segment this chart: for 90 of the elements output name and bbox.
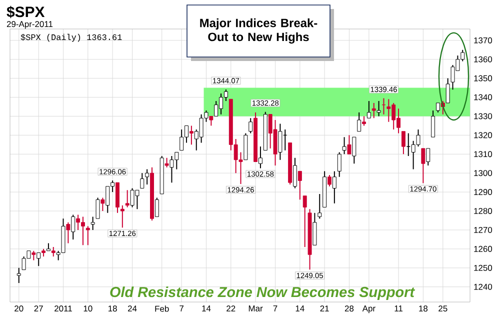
x-tick-label: 14 <box>202 306 211 312</box>
candlestick <box>120 204 124 228</box>
text: $SPX <box>6 6 45 18</box>
y-tick-label: 1330 <box>474 113 492 120</box>
candlestick <box>46 242 50 252</box>
x-tick-label: 20 <box>14 306 24 312</box>
candlestick <box>426 148 430 166</box>
candlestick <box>66 222 70 244</box>
x-tick-label: 11 <box>394 306 403 312</box>
x-tick-label: 7 <box>180 306 184 312</box>
candlestick <box>160 156 164 194</box>
candlestick <box>189 125 194 146</box>
x-tick-label: 27 <box>34 306 43 312</box>
candlestick <box>116 182 120 214</box>
annotation: $SPX (Daily) 1363.61 <box>20 34 122 42</box>
candlestick <box>96 197 100 219</box>
candlestick <box>263 111 268 151</box>
y-tick-label: 1310 <box>474 151 492 158</box>
candlestick <box>362 116 366 126</box>
candlestick <box>421 148 426 184</box>
candlestick <box>337 152 342 178</box>
y-tick-label: 1250 <box>474 264 492 271</box>
candlestick <box>150 166 154 221</box>
x-tick-label: Mar <box>248 306 263 312</box>
candlestick <box>258 146 262 169</box>
candlestick <box>209 116 214 126</box>
candlestick <box>328 174 332 187</box>
annotation: Old Resistance Zone Now Becomes Support <box>110 286 416 300</box>
x-tick-label: 18 <box>419 306 428 312</box>
y-tick-label: 1360 <box>474 56 492 62</box>
y-tick-label: 1370 <box>474 37 492 44</box>
candlestick <box>254 112 258 162</box>
candlestick <box>332 170 336 204</box>
y-tick-label: 1280 <box>474 208 492 214</box>
candlestick <box>352 136 356 164</box>
x-tick-label: 14 <box>296 306 304 312</box>
y-tick-label: 1240 <box>474 284 492 290</box>
y-tick-label: 1300 <box>474 170 492 176</box>
y-tick-label: 1270 <box>474 226 492 233</box>
x-tick-label: 7 <box>273 306 278 312</box>
candlestick <box>140 172 144 188</box>
candlestick <box>376 100 381 117</box>
candlestick <box>51 246 56 257</box>
candlestick <box>372 102 376 119</box>
candlestick <box>436 102 440 113</box>
candlestick <box>164 157 169 168</box>
text: 29-Apr-2011 <box>6 21 53 29</box>
candlestick <box>154 197 159 217</box>
candlestick <box>302 196 307 248</box>
x-tick-label: 18 <box>108 306 117 312</box>
candlestick <box>100 197 105 212</box>
candlestick <box>308 208 312 270</box>
candlestick <box>42 248 46 257</box>
candlestick <box>288 142 292 185</box>
candlestick <box>125 190 130 208</box>
candlestick <box>401 131 406 155</box>
candlestick <box>32 250 36 261</box>
x-tick-label: 24 <box>128 306 137 312</box>
candlestick <box>298 170 302 200</box>
candlestick <box>248 118 253 134</box>
candlestick <box>312 212 317 246</box>
candlestick <box>431 110 436 138</box>
y-tick-label: 1260 <box>474 246 492 252</box>
candlestick <box>357 112 362 132</box>
y-tick-label: 1290 <box>474 189 492 196</box>
candlestick <box>71 214 76 240</box>
candlestick <box>293 157 297 189</box>
y-tick-label: 1350 <box>474 75 492 82</box>
x-tick-label: 10 <box>84 306 92 312</box>
x-tick-label: 22 <box>226 306 236 312</box>
y-tick-label: 1320 <box>474 132 492 138</box>
x-tick-label: 25 <box>438 306 448 312</box>
candlestick <box>86 226 90 246</box>
candlestick <box>90 216 95 230</box>
chart-title: Major Indices Break-Out to New Highs <box>200 18 318 44</box>
candlestick <box>318 193 322 220</box>
candlestick <box>16 267 21 284</box>
candlestick <box>342 136 346 155</box>
candlestick <box>366 100 371 118</box>
candlestick <box>347 134 352 154</box>
x-tick-label: Feb <box>155 306 169 312</box>
x-tick-label: 2011 <box>54 306 72 312</box>
x-tick-label: 21 <box>320 306 329 312</box>
y-tick-label: 1340 <box>474 94 492 100</box>
x-tick-label: Apr <box>362 306 376 314</box>
x-tick-label: 28 <box>344 306 354 312</box>
candlestick <box>145 168 150 185</box>
candlestick <box>322 170 327 208</box>
candlestick <box>446 78 450 104</box>
candlestick <box>36 252 41 266</box>
